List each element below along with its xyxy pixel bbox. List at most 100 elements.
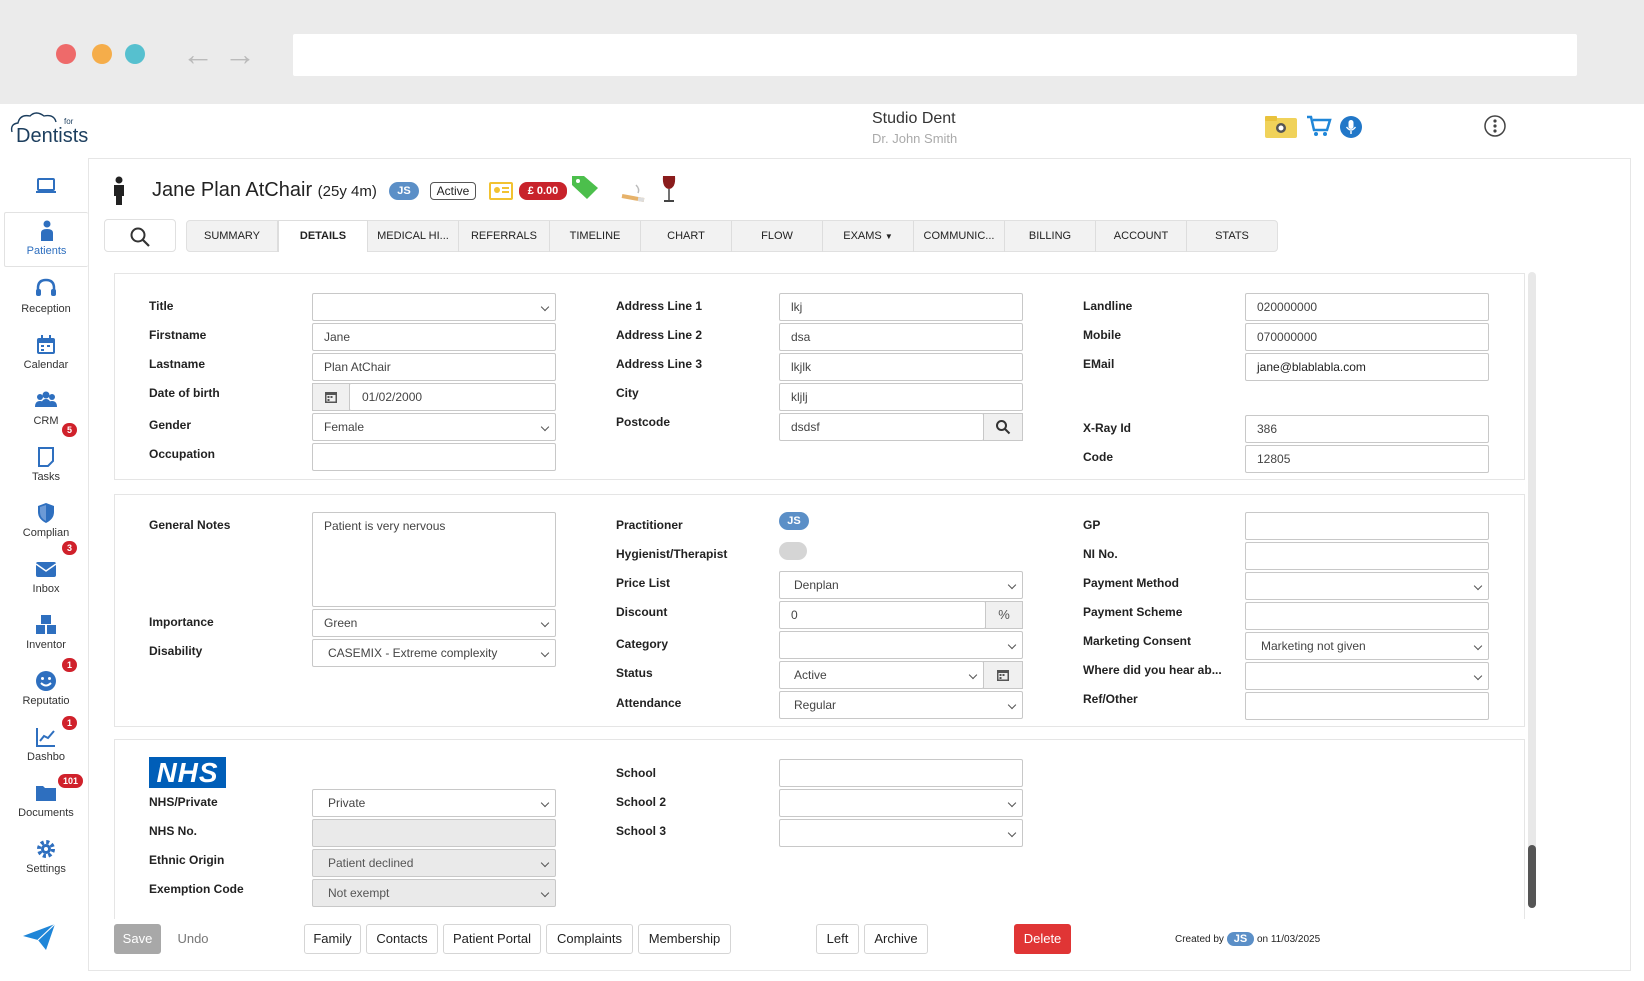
payment-scheme-field[interactable] — [1245, 602, 1489, 630]
sidebar-item-home[interactable] — [4, 168, 88, 224]
back-arrow-icon[interactable]: ← — [182, 36, 214, 72]
tab-summary[interactable]: SUMMARY — [187, 221, 278, 252]
tab-medical-history[interactable]: MEDICAL HI... — [368, 221, 459, 252]
tab-timeline[interactable]: TIMELINE — [550, 221, 641, 252]
scrollbar-thumb[interactable] — [1528, 845, 1536, 908]
title-select[interactable] — [312, 293, 556, 321]
nhs-number-field[interactable] — [312, 819, 556, 847]
tab-referrals[interactable]: REFERRALS — [459, 221, 550, 252]
balance-badge[interactable]: £ 0.00 — [519, 182, 567, 200]
referral-source-select[interactable] — [1245, 662, 1489, 690]
status-badge[interactable]: Active — [430, 182, 476, 200]
school-field[interactable] — [779, 759, 1023, 787]
alcohol-icon[interactable] — [660, 174, 678, 204]
tab-exams[interactable]: EXAMS ▼ — [823, 221, 914, 252]
patient-portal-button[interactable]: Patient Portal — [443, 924, 541, 954]
archive-button[interactable]: Archive — [864, 924, 928, 954]
forward-arrow-icon[interactable]: → — [224, 36, 256, 72]
sidebar-item-settings[interactable]: Settings — [4, 831, 88, 887]
school-3-select[interactable] — [779, 819, 1023, 847]
undo-button[interactable]: Undo — [168, 924, 218, 954]
gender-select[interactable]: Female — [312, 413, 556, 441]
dob-field[interactable]: 01/02/2000 — [349, 383, 556, 411]
family-button[interactable]: Family — [304, 924, 361, 954]
send-plane-icon[interactable] — [22, 923, 56, 951]
status-select[interactable]: Active — [779, 661, 984, 689]
camera-folder-icon[interactable] — [1264, 114, 1298, 140]
tags-icon[interactable] — [570, 172, 602, 200]
cart-icon[interactable] — [1306, 114, 1332, 138]
smoking-icon[interactable] — [620, 180, 648, 202]
status-calendar-button[interactable] — [983, 661, 1023, 689]
maximize-window-icon[interactable] — [125, 44, 145, 64]
logo[interactable]: Dentists — [16, 125, 89, 147]
payment-method-select[interactable] — [1245, 572, 1489, 600]
code-field[interactable]: 12805 — [1245, 445, 1489, 473]
dob-calendar-button[interactable] — [312, 383, 350, 411]
email-field[interactable]: jane@blablabla.com — [1245, 353, 1489, 381]
attendance-select[interactable]: Regular — [779, 691, 1023, 719]
importance-select[interactable]: Green — [312, 609, 556, 637]
marketing-consent-select[interactable]: Marketing not given — [1245, 632, 1489, 660]
save-button[interactable]: Save — [114, 924, 161, 954]
disability-select[interactable]: CASEMIX - Extreme complexity — [312, 639, 556, 667]
nhs-private-select[interactable]: Private — [312, 789, 556, 817]
gp-field[interactable] — [1245, 512, 1489, 540]
sidebar-item-crm[interactable]: CRM — [4, 383, 88, 439]
mobile-field[interactable]: 070000000 — [1245, 323, 1489, 351]
tab-flow[interactable]: FLOW — [732, 221, 823, 252]
hygienist-toggle[interactable] — [779, 542, 807, 560]
price-list-select[interactable]: Denplan — [779, 571, 1023, 599]
url-bar[interactable] — [293, 34, 1577, 76]
left-button[interactable]: Left — [816, 924, 859, 954]
practitioner-badge[interactable]: JS — [779, 512, 809, 530]
sidebar-item-calendar[interactable]: Calendar — [4, 327, 88, 383]
sidebar-item-reception[interactable]: Reception — [4, 271, 88, 327]
sidebar-item-compliance[interactable]: Complian — [4, 495, 88, 551]
city-field[interactable]: kljlj — [779, 383, 1023, 411]
search-button[interactable] — [104, 219, 176, 252]
tab-details[interactable]: DETAILS — [278, 220, 368, 252]
firstname-field[interactable]: Jane — [312, 323, 556, 351]
postcode-search-button[interactable] — [983, 413, 1023, 441]
ni-number-field[interactable] — [1245, 542, 1489, 570]
sidebar-item-tasks[interactable]: Tasks — [4, 439, 88, 495]
general-notes-textarea[interactable]: Patient is very nervous — [312, 512, 556, 607]
sidebar-item-inventory[interactable]: Inventor — [4, 607, 88, 663]
school-2-select[interactable] — [779, 789, 1023, 817]
contacts-button[interactable]: Contacts — [366, 924, 438, 954]
sidebar-item-dashboard[interactable]: Dashbo — [4, 719, 88, 775]
complaints-button[interactable]: Complaints — [546, 924, 633, 954]
ethnic-origin-select[interactable]: Patient declined — [312, 849, 556, 877]
tab-account[interactable]: ACCOUNT — [1096, 221, 1187, 252]
landline-field[interactable]: 020000000 — [1245, 293, 1489, 321]
sidebar-item-reputation[interactable]: Reputatio — [4, 663, 88, 719]
address-line-1-field[interactable]: lkj — [779, 293, 1023, 321]
address-line-2-field[interactable]: dsa — [779, 323, 1023, 351]
membership-button[interactable]: Membership — [638, 924, 731, 954]
occupation-field[interactable] — [312, 443, 556, 471]
ref-other-field[interactable] — [1245, 692, 1489, 720]
sidebar-item-inbox[interactable]: Inbox — [4, 551, 88, 607]
scrollbar-track[interactable] — [1528, 272, 1536, 908]
minimize-window-icon[interactable] — [92, 44, 112, 64]
microphone-icon[interactable] — [1339, 115, 1363, 139]
tab-billing[interactable]: BILLING — [1005, 221, 1096, 252]
xray-id-field[interactable]: 386 — [1245, 415, 1489, 443]
close-window-icon[interactable] — [56, 44, 76, 64]
id-card-icon[interactable] — [488, 181, 514, 201]
exemption-code-select[interactable]: Not exempt — [312, 879, 556, 907]
tab-communications[interactable]: COMMUNIC... — [914, 221, 1005, 252]
discount-field[interactable]: 0 — [779, 601, 986, 629]
delete-button[interactable]: Delete — [1014, 924, 1071, 954]
tab-chart[interactable]: CHART — [641, 221, 732, 252]
postcode-field[interactable]: dsdsf — [779, 413, 984, 441]
more-options-icon[interactable] — [1483, 114, 1507, 138]
address-line-3-field[interactable]: lkjlk — [779, 353, 1023, 381]
category-select[interactable] — [779, 631, 1023, 659]
tab-stats[interactable]: STATS — [1215, 230, 1249, 242]
lastname-field[interactable]: Plan AtChair — [312, 353, 556, 381]
sidebar-item-patients[interactable]: Patients — [4, 212, 88, 267]
sidebar-item-documents[interactable]: Documents — [4, 775, 88, 831]
practitioner-initials-badge[interactable]: JS — [389, 182, 419, 200]
